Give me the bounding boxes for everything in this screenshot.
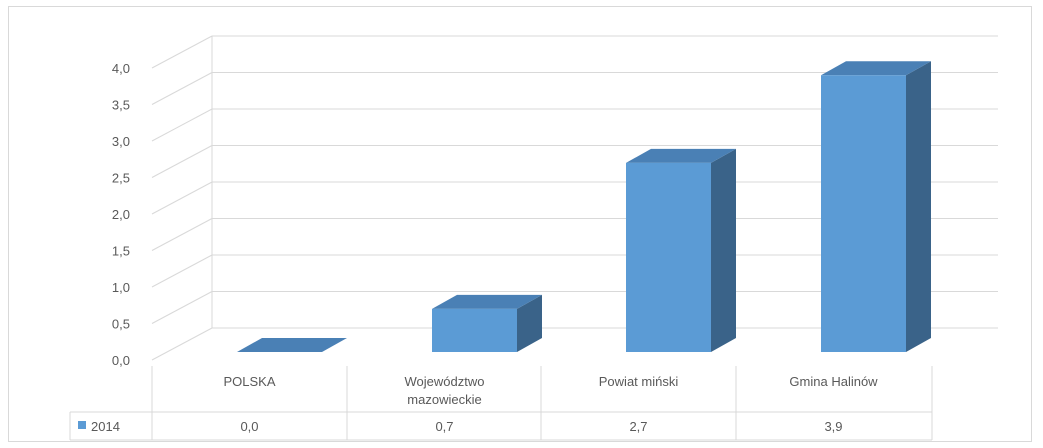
gridline-depth xyxy=(151,254,213,288)
bar-top xyxy=(432,294,542,309)
category-label: Gmina Halinów xyxy=(789,374,878,389)
data-value-label: 0,7 xyxy=(435,419,453,434)
bar-front xyxy=(821,75,906,353)
legend-label: 2014 xyxy=(91,419,120,434)
bar-front xyxy=(626,162,711,352)
bar xyxy=(626,148,736,352)
y-tick-label: 3,0 xyxy=(112,134,130,149)
bar xyxy=(821,61,931,353)
bar-front xyxy=(432,308,517,352)
bar-top xyxy=(626,148,736,163)
y-tick-label: 2,0 xyxy=(112,207,130,222)
bar-side xyxy=(711,148,736,352)
gridline-depth xyxy=(151,72,213,105)
y-tick-label: 0,0 xyxy=(112,353,130,368)
data-value-label: 0,0 xyxy=(240,419,258,434)
data-value-label: 2,7 xyxy=(629,419,647,434)
gridline-depth xyxy=(151,35,213,69)
bar-top xyxy=(821,61,931,76)
y-tick-label: 4,0 xyxy=(112,61,130,76)
category-label: mazowieckie xyxy=(407,392,481,407)
data-value-label: 3,9 xyxy=(824,419,842,434)
gridline-depth xyxy=(151,218,213,251)
y-tick-label: 2,5 xyxy=(112,171,130,186)
y-tick-label: 3,5 xyxy=(112,98,130,113)
legend-swatch xyxy=(78,421,86,429)
gridline-depth xyxy=(151,291,213,324)
bar-top xyxy=(237,338,347,352)
y-tick-label: 1,0 xyxy=(112,280,130,295)
gridline-depth xyxy=(151,108,213,142)
gridline-depth xyxy=(151,327,213,361)
y-tick-label: 1,5 xyxy=(112,244,130,259)
category-label: Województwo xyxy=(405,374,485,389)
bar-side xyxy=(906,61,931,353)
category-label: Powiat miński xyxy=(599,374,679,389)
y-tick-label: 0,5 xyxy=(112,317,130,332)
bar-side xyxy=(517,294,542,352)
gridline-depth xyxy=(151,145,213,178)
gridline-depth xyxy=(151,181,213,215)
bar xyxy=(432,294,542,352)
category-label: POLSKA xyxy=(223,374,275,389)
bar xyxy=(237,338,347,352)
